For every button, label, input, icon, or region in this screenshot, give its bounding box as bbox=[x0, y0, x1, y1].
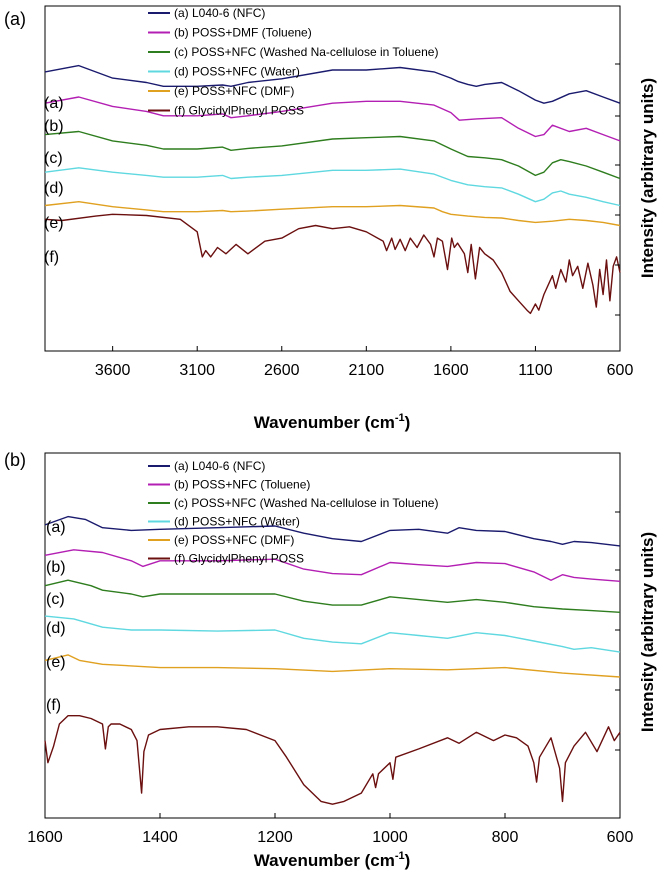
panel-a-curve-label-6: (f) bbox=[44, 249, 59, 266]
panel-b-curve-label-4: (d) bbox=[46, 620, 66, 637]
panel-a-x-tick-label-3: 2600 bbox=[264, 362, 300, 379]
panel-a-plot-area bbox=[44, 64, 621, 315]
panel-b-x-tick-label-6: 600 bbox=[607, 829, 634, 846]
panel-a-x-tick-label-4: 2100 bbox=[349, 362, 385, 379]
panel-a-curve-labels: (a) (b) (c) (d) (e) (f) bbox=[44, 95, 64, 266]
panel-b-curve-label-1: (a) bbox=[46, 519, 66, 536]
panel-a-y-axis-title: Intensity (arbitrary units) bbox=[638, 78, 657, 278]
panel-a-series-line-4 bbox=[44, 167, 621, 207]
panel-b-x-tick-label-3: 1200 bbox=[257, 829, 293, 846]
panel-a-legend-label-3: (c) POSS+NFC (Washed Na-cellulose in Tol… bbox=[174, 45, 438, 59]
panel-a-series-line-2 bbox=[44, 96, 621, 142]
panel-a-chart: (a) (a)(b)(c)(d)(e)(f) (a) L040-6 (NFC)(… bbox=[4, 5, 657, 432]
panel-a-x-tick-label-5: 1600 bbox=[433, 362, 469, 379]
panel-b-series-line-5 bbox=[44, 654, 621, 678]
panel-b-tag: (b) bbox=[4, 450, 26, 470]
panel-a-curve-label-3: (c) bbox=[44, 150, 63, 167]
panel-b-curve-label-6: (f) bbox=[46, 697, 61, 714]
panel-a-legend-label-6: (f) GlycidylPhenyl POSS bbox=[174, 104, 304, 118]
panel-a-legend-label-2: (b) POSS+DMF (Toluene) bbox=[174, 26, 312, 40]
panel-b-y-axis-title: Intensity (arbitrary units) bbox=[638, 532, 657, 732]
panel-a-legend-label-5: (e) POSS+NFC (DMF) bbox=[174, 84, 294, 98]
panel-b-x-ticks: 1600 1400 1200 1000 800 600 bbox=[27, 511, 634, 846]
panel-a-curve-label-2: (b) bbox=[44, 118, 64, 135]
panel-b-series-line-4 bbox=[44, 615, 621, 653]
panel-b-legend-label-4: (d) POSS+NFC (Water) bbox=[174, 515, 300, 529]
panel-a-x-tick-label-7: 600 bbox=[607, 362, 634, 379]
panel-b-plot-frame bbox=[44, 452, 621, 819]
panel-b-x-axis-title: Wavenumber (cm-1) bbox=[254, 850, 411, 870]
panel-b-x-tick-label-4: 1000 bbox=[372, 829, 408, 846]
panel-b-legend-label-6: (f) GlycidylPhenyl POSS bbox=[174, 552, 304, 566]
panel-b-series-line-3 bbox=[44, 579, 621, 613]
panel-a-x-ticks: 3600 3100 2600 2100 1600 1100 600 bbox=[95, 63, 634, 379]
panel-b-curve-label-5: (e) bbox=[46, 654, 66, 671]
panel-b-legend: (a) L040-6 (NFC) (b) POSS+NFC (Toluene) (c… bbox=[148, 459, 438, 566]
panel-b-legend-label-1: (a) L040-6 (NFC) bbox=[174, 459, 265, 473]
panel-b-series-line-1 bbox=[44, 515, 621, 547]
panel-a-series-line-1 bbox=[44, 64, 621, 104]
panel-b-x-tick-label-1: 1600 bbox=[27, 829, 63, 846]
panel-a-series-line-5 bbox=[44, 201, 621, 227]
panel-a-x-axis-title: Wavenumber (cm-1) bbox=[254, 412, 411, 432]
panel-a-series-line-6 bbox=[44, 213, 621, 315]
panel-b-chart: (b) (a)(b)(c)(d)(e)(f) (a) L040-6 (NFC)(… bbox=[4, 450, 657, 870]
panel-a-x-tick-label-1: 3600 bbox=[95, 362, 131, 379]
panel-b-curve-label-2: (b) bbox=[46, 559, 66, 576]
panel-b-series-line-2 bbox=[44, 549, 621, 582]
panel-a-curve-label-1: (a) bbox=[44, 95, 64, 112]
panel-a-legend-label-1: (a) L040-6 (NFC) bbox=[174, 6, 265, 20]
panel-b-legend-label-3: (c) POSS+NFC (Washed Na-cellulose in Tol… bbox=[174, 496, 438, 510]
panel-b-curve-labels: (a) (b) (c) (d) (e) (f) bbox=[46, 519, 66, 714]
panel-b-plot-area bbox=[44, 515, 621, 805]
panel-a-curve-label-5: (e) bbox=[44, 215, 64, 232]
panel-b-x-tick-label-2: 1400 bbox=[142, 829, 178, 846]
panel-a-legend: (a) L040-6 (NFC) (b) POSS+DMF (Toluene) (c… bbox=[148, 6, 438, 118]
panel-a-x-tick-label-2: 3100 bbox=[179, 362, 215, 379]
panel-b-x-tick-label-5: 800 bbox=[492, 829, 519, 846]
panel-a-x-tick-label-6: 1100 bbox=[518, 362, 553, 379]
panel-b-curve-label-3: (c) bbox=[46, 591, 65, 608]
panel-a-series-line-3 bbox=[44, 130, 621, 180]
panel-b-series-line-6 bbox=[44, 715, 621, 805]
panel-a-curve-label-4: (d) bbox=[44, 180, 64, 197]
panel-a-legend-label-4: (d) POSS+NFC (Water) bbox=[174, 65, 300, 79]
panel-a-tag: (a) bbox=[4, 9, 26, 29]
panel-b-legend-label-5: (e) POSS+NFC (DMF) bbox=[174, 533, 294, 547]
panel-b-legend-label-2: (b) POSS+NFC (Toluene) bbox=[174, 478, 310, 492]
